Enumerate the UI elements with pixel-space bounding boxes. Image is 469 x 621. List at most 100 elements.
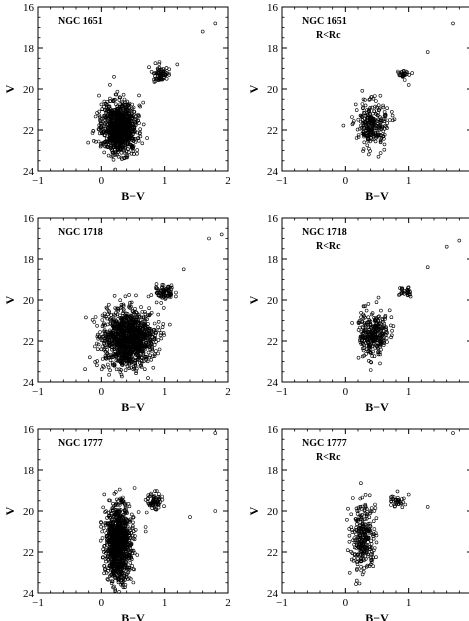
data-point [168, 322, 172, 327]
data-point [161, 69, 165, 73]
data-point [111, 504, 116, 508]
data-point [123, 547, 128, 551]
data-point [128, 517, 133, 522]
data-point [104, 314, 108, 319]
data-point [358, 340, 363, 345]
data-point [377, 108, 382, 112]
panel-title: NGC 1651 [58, 16, 103, 27]
data-point [104, 570, 109, 575]
data-point [105, 534, 109, 539]
data-point [88, 355, 92, 360]
data-point [156, 351, 160, 356]
data-point [160, 295, 165, 300]
data-point [406, 285, 410, 290]
data-point [384, 325, 388, 330]
data-point [132, 345, 137, 350]
y-tick-label: 24 [23, 588, 35, 600]
data-point [110, 347, 114, 352]
data-point [347, 570, 352, 575]
data-point [159, 336, 164, 341]
data-point [390, 113, 395, 118]
data-point [131, 520, 135, 525]
data-point [99, 520, 103, 524]
data-point [115, 148, 120, 153]
data-point [117, 529, 122, 533]
data-point [103, 122, 107, 127]
data-point [108, 111, 112, 115]
data-point [137, 314, 142, 319]
data-point [129, 339, 134, 343]
data-point [104, 105, 109, 110]
data-point [367, 527, 372, 532]
data-point [123, 155, 127, 160]
data-point [366, 540, 370, 544]
data-point [145, 499, 150, 504]
y-axis-label: V [3, 506, 17, 515]
data-point [372, 94, 377, 98]
data-point [114, 134, 118, 138]
data-point [102, 348, 106, 352]
data-point [152, 354, 157, 358]
data-point [123, 522, 127, 526]
data-point [372, 324, 377, 328]
data-point [365, 113, 370, 118]
data-point [134, 336, 139, 341]
data-point [100, 107, 104, 111]
data-point [136, 348, 141, 353]
data-point [104, 330, 109, 334]
data-point [377, 329, 382, 334]
data-point [153, 489, 157, 494]
data-point [381, 103, 385, 108]
data-point [121, 132, 125, 137]
data-point [123, 294, 128, 299]
data-point [95, 323, 99, 328]
data-point [131, 329, 136, 334]
data-point [93, 315, 98, 319]
data-point [90, 317, 95, 322]
x-tick-label: 1 [406, 175, 412, 187]
data-point [379, 308, 383, 313]
data-point [159, 288, 163, 293]
y-axis-label: V [247, 84, 261, 93]
data-point [119, 570, 123, 574]
data-point [117, 533, 121, 538]
data-point [131, 580, 136, 585]
data-point [106, 362, 110, 367]
data-point [124, 566, 129, 571]
data-point [134, 293, 138, 298]
data-point [169, 291, 173, 296]
data-point [136, 328, 141, 332]
data-point [385, 126, 389, 130]
data-point [160, 497, 165, 502]
data-point [140, 141, 145, 146]
data-point [403, 71, 408, 76]
data-point [350, 122, 355, 127]
data-point [114, 367, 119, 372]
x-tick-label: 0 [99, 386, 105, 398]
data-point [357, 526, 362, 531]
data-point [361, 304, 366, 309]
data-point [111, 141, 115, 146]
data-point [139, 355, 144, 360]
data-point [105, 554, 110, 558]
data-point [378, 93, 383, 98]
data-point [112, 553, 117, 558]
data-point [97, 113, 102, 118]
data-point [108, 320, 113, 325]
data-point [360, 522, 365, 527]
data-point [121, 122, 125, 127]
panel-title: NGC 1718 [58, 227, 103, 238]
data-point [118, 95, 123, 100]
data-point [134, 117, 138, 122]
data-point [373, 328, 377, 333]
data-point [366, 349, 371, 354]
data-point [137, 121, 141, 125]
data-point [122, 120, 126, 125]
data-point [362, 353, 367, 358]
data-point [379, 335, 384, 340]
data-point [121, 499, 125, 503]
data-point [146, 343, 150, 347]
data-point [119, 352, 124, 357]
